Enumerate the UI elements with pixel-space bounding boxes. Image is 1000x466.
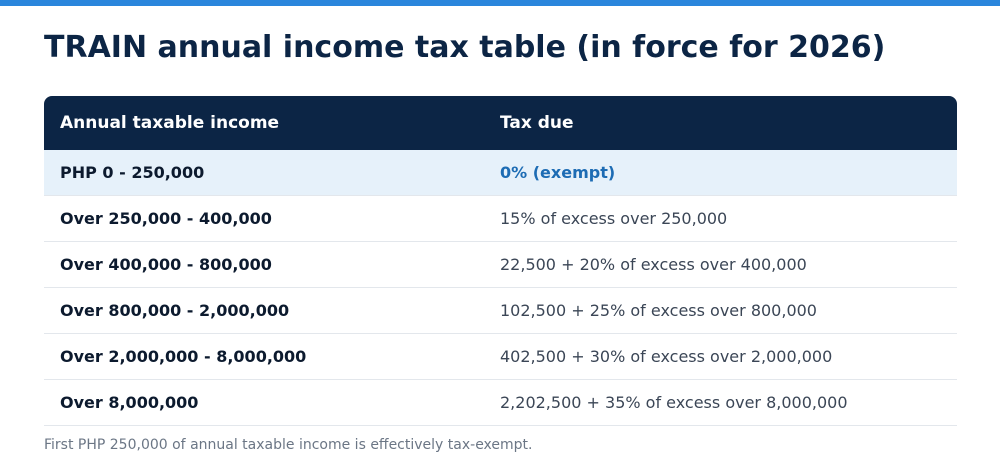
- top-accent-bar: [0, 0, 1000, 6]
- income-bracket-cell: Over 400,000 - 800,000: [60, 255, 272, 274]
- income-bracket-cell: Over 2,000,000 - 8,000,000: [60, 347, 307, 366]
- income-bracket-cell: Over 8,000,000: [60, 393, 199, 412]
- column-header-tax-due: Tax due: [500, 113, 574, 133]
- tax-due-cell: 15% of excess over 250,000: [500, 209, 728, 228]
- page-title: TRAIN annual income tax table (in force …: [44, 30, 886, 65]
- tax-due-cell: 2,202,500 + 35% of excess over 8,000,000: [500, 393, 848, 412]
- table-row: Over 250,000 - 400,000 15% of excess ove…: [44, 196, 957, 242]
- table-row: PHP 0 - 250,000 0% (exempt): [44, 150, 957, 196]
- income-bracket-cell: PHP 0 - 250,000: [60, 163, 205, 182]
- tax-due-cell: 0% (exempt): [500, 163, 616, 182]
- table-row: Over 2,000,000 - 8,000,000 402,500 + 30%…: [44, 334, 957, 380]
- table-row: Over 800,000 - 2,000,000 102,500 + 25% o…: [44, 288, 957, 334]
- tax-due-cell: 102,500 + 25% of excess over 800,000: [500, 301, 817, 320]
- tax-table: Annual taxable income Tax due PHP 0 - 25…: [44, 96, 957, 426]
- table-header: Annual taxable income Tax due: [44, 96, 957, 150]
- income-bracket-cell: Over 250,000 - 400,000: [60, 209, 272, 228]
- table-row: Over 8,000,000 2,202,500 + 35% of excess…: [44, 380, 957, 426]
- column-header-income: Annual taxable income: [60, 113, 280, 133]
- footnote: First PHP 250,000 of annual taxable inco…: [44, 437, 533, 453]
- table-row: Over 400,000 - 800,000 22,500 + 20% of e…: [44, 242, 957, 288]
- tax-due-cell: 22,500 + 20% of excess over 400,000: [500, 255, 807, 274]
- tax-due-cell: 402,500 + 30% of excess over 2,000,000: [500, 347, 833, 366]
- income-bracket-cell: Over 800,000 - 2,000,000: [60, 301, 290, 320]
